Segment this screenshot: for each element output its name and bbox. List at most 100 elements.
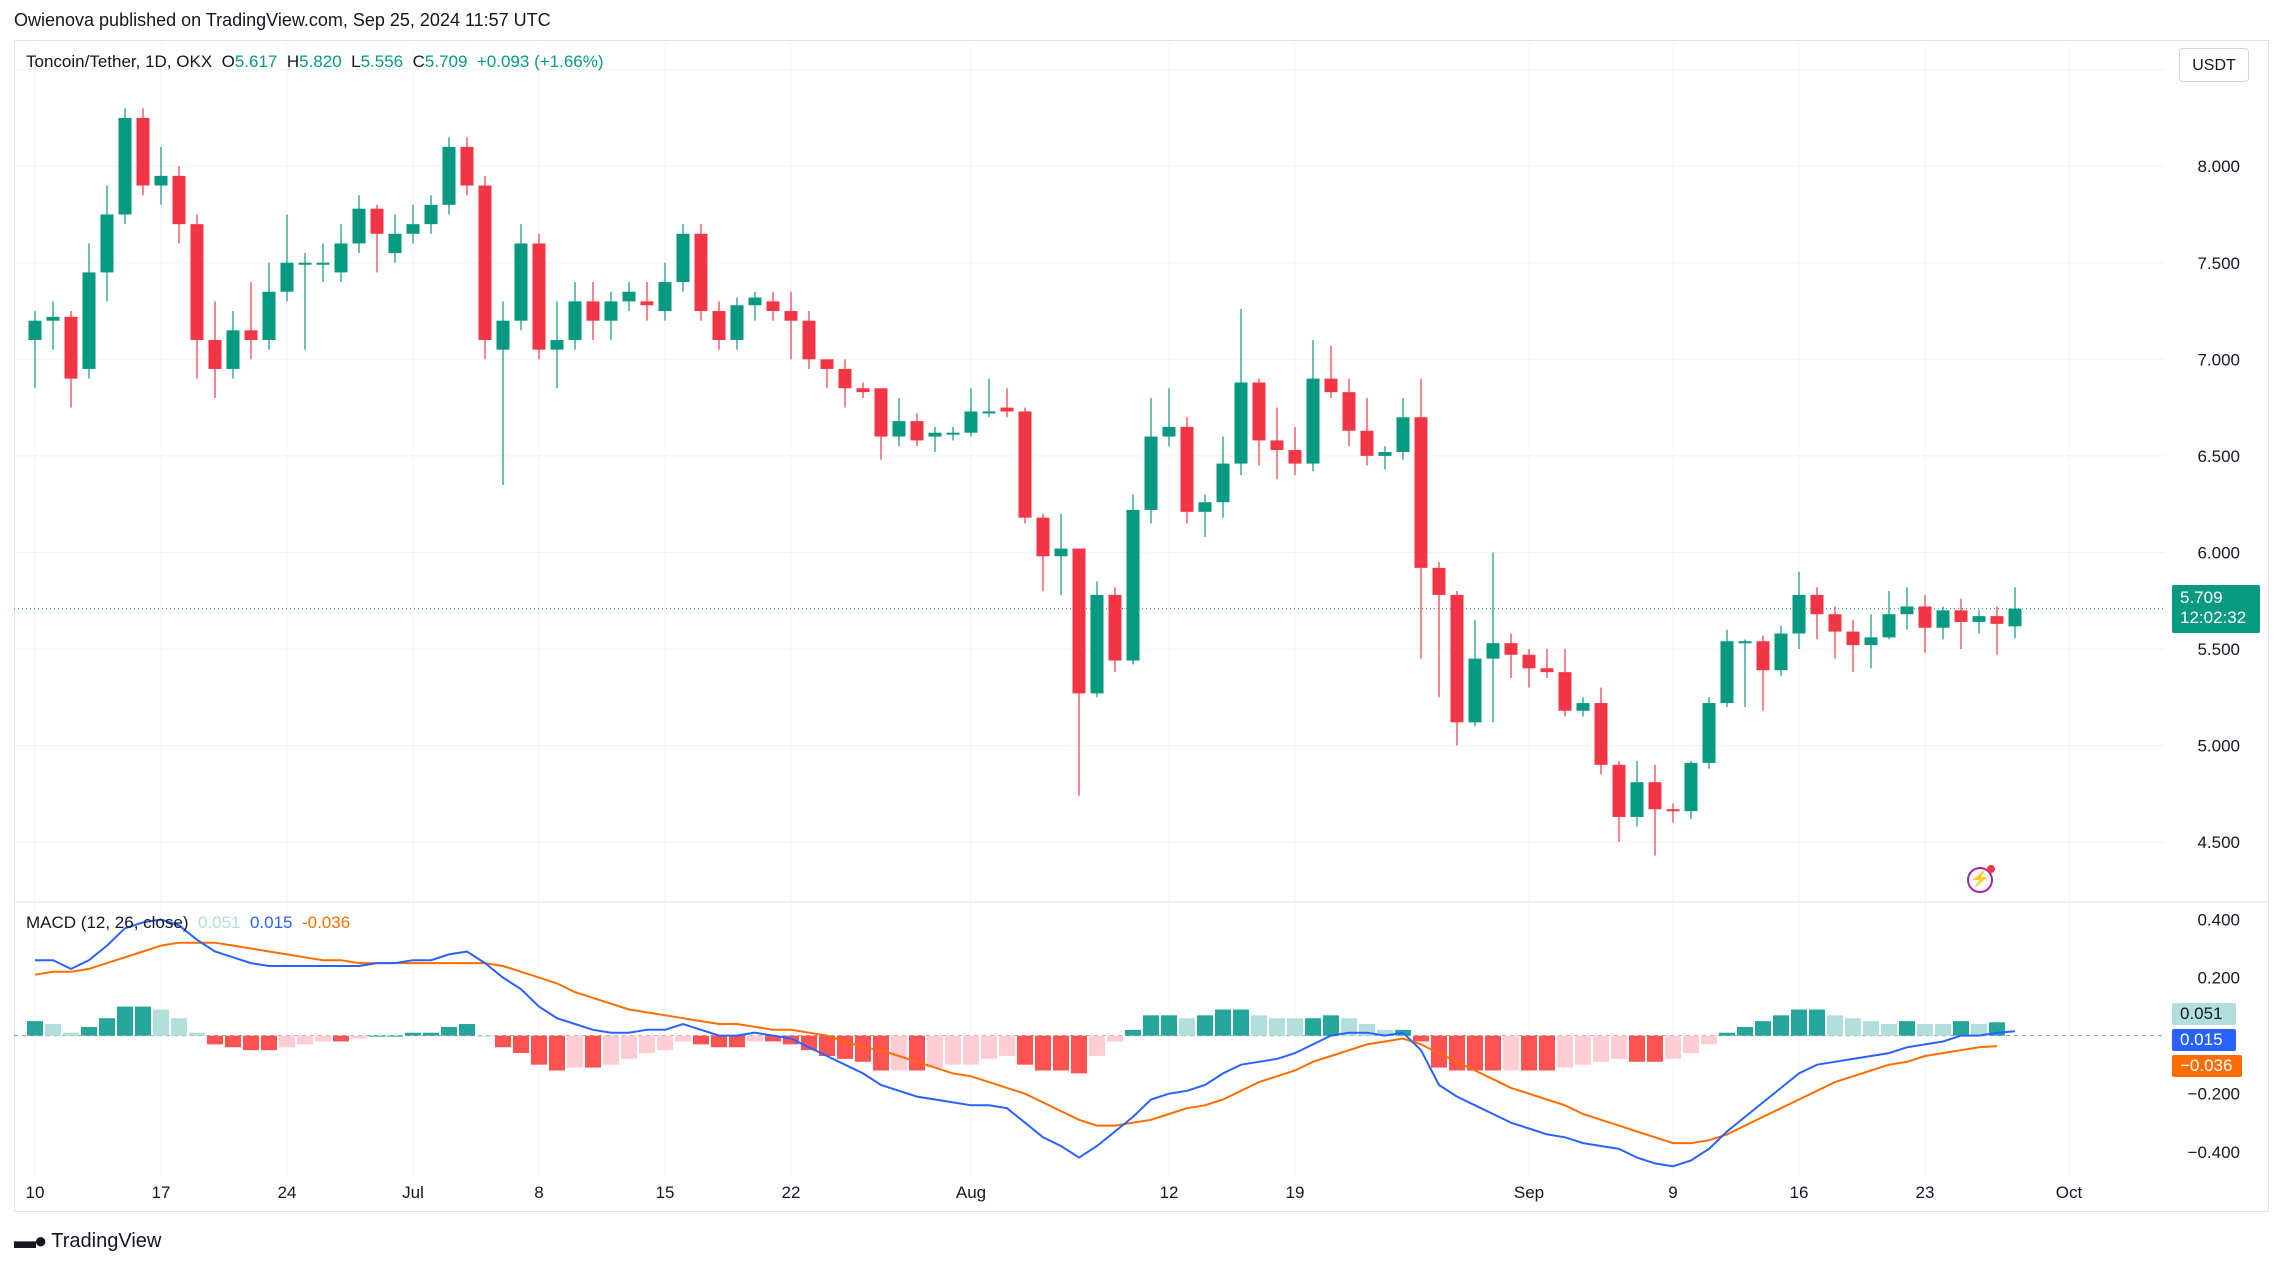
candle-body (442, 146, 456, 205)
candle (262, 262, 276, 350)
candle-body (1792, 594, 1806, 634)
candle-body (316, 262, 330, 265)
histogram-bar (1143, 1015, 1159, 1036)
histogram-bar (1593, 1035, 1609, 1062)
candle (784, 291, 798, 360)
candle-body (1846, 631, 1860, 646)
candle (1756, 635, 1770, 711)
candle-body (1198, 502, 1212, 512)
candle (712, 301, 726, 350)
open-value: 5.617 (234, 52, 278, 71)
candle (388, 214, 402, 263)
histogram-bar (711, 1035, 727, 1048)
histogram-bar (1251, 1015, 1267, 1036)
candle-body (208, 340, 222, 369)
candle-body (478, 185, 492, 340)
candle (1378, 446, 1392, 470)
candle-body (1288, 450, 1302, 464)
candle-body (856, 388, 870, 393)
candle (370, 204, 384, 273)
histogram-bar (1845, 1018, 1861, 1036)
candle-body (154, 175, 168, 186)
candle (1486, 552, 1500, 723)
candle-body (1090, 594, 1104, 694)
candle-body (1324, 378, 1338, 393)
histogram-bar (369, 1035, 385, 1037)
lightning-icon[interactable]: ⚡ (1967, 865, 1995, 893)
candle-body (1396, 417, 1410, 452)
candle-body (604, 301, 618, 321)
symbol-legend[interactable]: Toncoin/Tether, 1D, OKX O5.617 H5.820 L5… (26, 52, 604, 72)
candle (244, 282, 258, 360)
candle (1324, 345, 1338, 398)
candle (1648, 764, 1662, 856)
tradingview-logo[interactable]: ▬● TradingView (14, 1228, 161, 1254)
candle (1432, 562, 1446, 698)
candle (532, 233, 546, 360)
time-tick-label: 15 (656, 1183, 675, 1202)
macd-hist-value: 0.051 (197, 913, 241, 932)
price-tick-label: 7.500 (2197, 254, 2240, 273)
histogram-bar (585, 1035, 601, 1068)
candle-body (1306, 378, 1320, 464)
time-tick-label: 10 (26, 1183, 45, 1202)
histogram-bar (135, 1006, 151, 1036)
symbol-name[interactable]: Toncoin/Tether, 1D, OKX (26, 52, 213, 71)
candle-body (1720, 641, 1734, 704)
candle (820, 359, 834, 389)
histogram-bar (1107, 1035, 1123, 1042)
candle (208, 301, 222, 398)
time-tick-label: 22 (782, 1183, 801, 1202)
macd-legend[interactable]: MACD (12, 26, close) 0.051 0.015 -0.036 (26, 913, 350, 933)
candle (442, 137, 456, 215)
candle-body (1504, 643, 1518, 655)
candle-body (190, 224, 204, 340)
histogram-bar (81, 1026, 97, 1036)
candle-body (622, 291, 636, 302)
time-tick-label: 24 (278, 1183, 297, 1202)
candle (298, 253, 312, 350)
histogram-bar (1575, 1035, 1591, 1065)
bar-countdown: 12:02:32 (2180, 608, 2247, 627)
histogram-bar (153, 1009, 169, 1036)
candle-body (658, 282, 672, 312)
histogram-bar (783, 1035, 799, 1045)
candle-body (28, 320, 42, 340)
histogram-bar (1071, 1035, 1087, 1074)
histogram-bar (189, 1032, 205, 1036)
candle (190, 214, 204, 379)
candle-body (766, 301, 780, 312)
candle-body (1738, 641, 1752, 644)
high-value: 5.820 (299, 52, 342, 71)
candle-body (1684, 762, 1698, 812)
histogram-bar (639, 1035, 655, 1054)
candle-body (640, 301, 654, 306)
histogram-bar (333, 1035, 349, 1042)
time-tick-label: Jul (402, 1183, 424, 1202)
histogram-bar (1539, 1035, 1555, 1071)
candle-body (352, 208, 366, 244)
histogram-bar (1557, 1035, 1573, 1068)
macd-title[interactable]: MACD (12, 26, close) (26, 913, 189, 932)
candle-body (1936, 610, 1950, 628)
candle-body (1486, 643, 1500, 659)
candle (1000, 388, 1014, 418)
signal-line (34, 941, 1998, 1145)
price-tick-label: 7.000 (2197, 350, 2240, 369)
histogram-bar (1179, 1018, 1195, 1036)
candle-body (118, 117, 132, 215)
histogram-bar (603, 1035, 619, 1065)
histogram-bar (765, 1035, 781, 1042)
candle-body (514, 243, 528, 321)
candle-body (460, 146, 474, 186)
candle (460, 137, 474, 196)
candle-body (946, 432, 960, 435)
histogram-bar (351, 1035, 367, 1039)
currency-unit-button[interactable]: USDT (2179, 48, 2249, 82)
histogram-bar (1899, 1021, 1915, 1036)
candle (1144, 397, 1158, 524)
candle-body (874, 388, 888, 437)
macd-lines (34, 918, 2016, 1168)
candle-body (1216, 463, 1230, 503)
